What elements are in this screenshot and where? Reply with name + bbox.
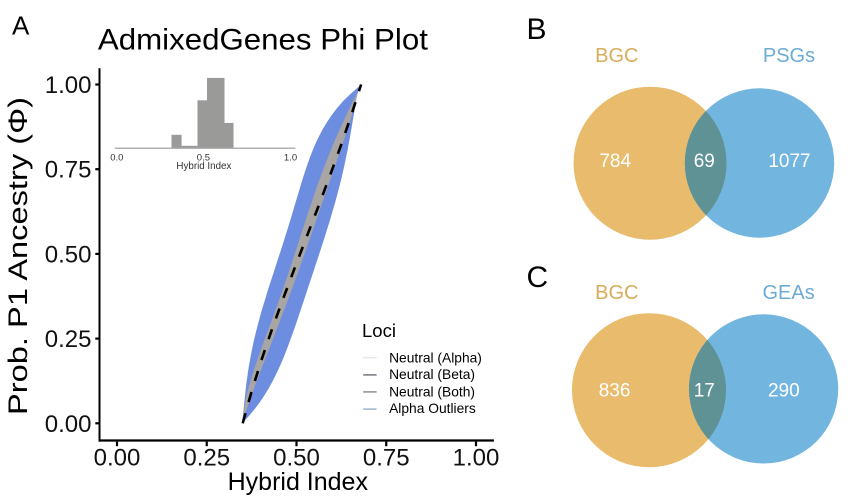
svg-text:C: C	[527, 261, 549, 294]
svg-text:PSGs: PSGs	[763, 45, 815, 67]
svg-text:0.75: 0.75	[363, 444, 410, 471]
svg-text:A: A	[12, 10, 30, 40]
svg-text:0.00: 0.00	[45, 411, 92, 438]
svg-text:Neutral (Both): Neutral (Both)	[389, 384, 475, 399]
svg-text:0.50: 0.50	[45, 241, 92, 268]
svg-text:GEAs: GEAs	[762, 282, 814, 304]
svg-text:784: 784	[599, 151, 631, 172]
svg-text:0.00: 0.00	[94, 444, 141, 471]
svg-text:290: 290	[768, 381, 800, 402]
svg-text:Loci: Loci	[362, 320, 396, 341]
svg-text:1.00: 1.00	[453, 444, 500, 471]
svg-text:Prob. P1 Ancestry (Φ): Prob. P1 Ancestry (Φ)	[3, 97, 33, 415]
svg-text:Hybrid Index: Hybrid Index	[176, 161, 231, 172]
svg-text:Neutral (Alpha): Neutral (Alpha)	[389, 350, 482, 365]
svg-text:0.5: 0.5	[197, 153, 210, 164]
svg-text:0.50: 0.50	[273, 444, 320, 471]
svg-text:AdmixedGenes Phi Plot: AdmixedGenes Phi Plot	[98, 24, 429, 57]
svg-text:69: 69	[694, 151, 715, 172]
svg-text:1.0: 1.0	[284, 153, 297, 164]
svg-text:1.00: 1.00	[45, 72, 92, 99]
svg-text:17: 17	[694, 381, 715, 402]
svg-text:0.25: 0.25	[183, 444, 230, 471]
svg-text:0.25: 0.25	[45, 326, 92, 353]
svg-text:0.75: 0.75	[45, 157, 92, 184]
svg-text:B: B	[527, 13, 547, 46]
svg-text:BGC: BGC	[595, 282, 638, 304]
svg-text:Hybrid Index: Hybrid Index	[228, 468, 369, 496]
svg-text:BGC: BGC	[595, 45, 638, 67]
svg-text:836: 836	[599, 381, 631, 402]
svg-text:0.0: 0.0	[110, 153, 123, 164]
svg-text:Alpha Outliers: Alpha Outliers	[389, 401, 476, 416]
svg-text:1077: 1077	[768, 151, 810, 172]
svg-text:Neutral (Beta): Neutral (Beta)	[389, 367, 475, 382]
